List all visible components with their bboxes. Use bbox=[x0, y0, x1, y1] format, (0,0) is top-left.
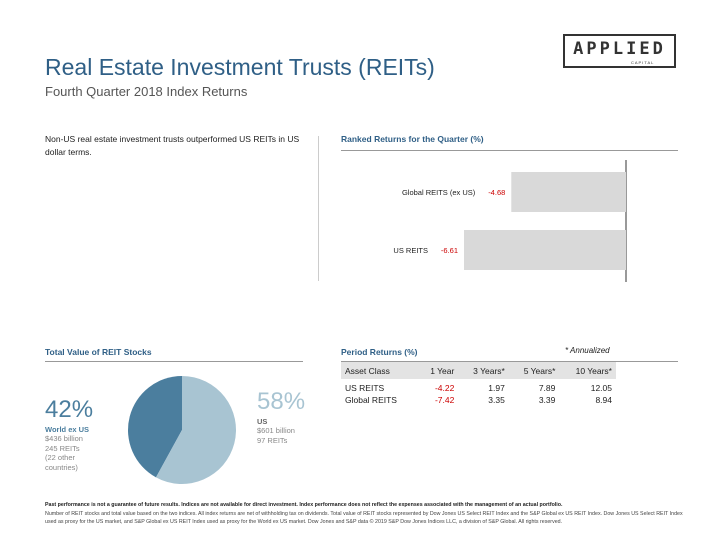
table-row: US REITS -4.22 1.97 7.89 12.05 bbox=[341, 379, 616, 394]
bar-value-label: -6.61 bbox=[441, 246, 458, 255]
bar bbox=[511, 172, 626, 212]
world-percent: 42% bbox=[45, 396, 94, 423]
us-info: $601 billion 97 REITs bbox=[257, 426, 295, 445]
logo-subtext: CAPITAL bbox=[631, 60, 655, 65]
world-label: World ex US bbox=[45, 425, 90, 434]
ranked-returns-chart: -4.68 Global REITS (ex US) -6.61 US REITS bbox=[393, 160, 627, 282]
table-cell: 3.39 bbox=[538, 395, 556, 405]
world-info-line: $436 billion bbox=[45, 434, 83, 443]
table-header-row: Asset Class 1 Year 3 Years* 5 Years* 10 … bbox=[341, 362, 616, 379]
summary-text: Non-US real estate investment trusts out… bbox=[45, 134, 300, 157]
world-info: $436 billion 245 REITs (22 other countri… bbox=[45, 434, 83, 472]
disclaimer-text: Number of REIT stocks and total value ba… bbox=[45, 511, 683, 526]
page-subtitle: Fourth Quarter 2018 Index Returns bbox=[45, 84, 248, 99]
bar bbox=[464, 230, 626, 270]
us-info-line: $601 billion bbox=[257, 426, 295, 435]
bar-value-label: -4.68 bbox=[488, 188, 505, 197]
period-returns-title: Period Returns (%) bbox=[341, 347, 418, 357]
table-cell: 1.97 bbox=[488, 383, 505, 393]
ranked-returns-title: Ranked Returns for the Quarter (%) bbox=[341, 134, 484, 144]
category-label: Global REITS (ex US) bbox=[402, 188, 476, 197]
row-label: Global REITS bbox=[345, 395, 397, 405]
period-returns-rule bbox=[341, 361, 678, 362]
world-info-line: countries) bbox=[45, 462, 78, 472]
column-header: 1 Year bbox=[417, 362, 459, 379]
applied-logo: APPLIED CAPITAL bbox=[563, 34, 676, 68]
world-info-line: (22 other bbox=[45, 453, 76, 462]
row-label: US REITS bbox=[345, 383, 385, 393]
total-value-rule bbox=[45, 361, 303, 362]
period-returns-table: Asset Class 1 Year 3 Years* 5 Years* 10 … bbox=[341, 362, 616, 406]
column-header: 10 Years* bbox=[559, 362, 616, 379]
total-value-title: Total Value of REIT Stocks bbox=[45, 347, 152, 357]
table-row: Global REITS -7.42 3.35 3.39 8.94 bbox=[341, 394, 616, 406]
table-cell: 7.89 bbox=[538, 383, 556, 393]
column-header: Asset Class bbox=[341, 362, 418, 379]
world-info-line: 245 REITs bbox=[45, 443, 80, 453]
us-label: US bbox=[257, 417, 268, 426]
ranked-returns-rule bbox=[341, 150, 678, 151]
table-cell: 3.35 bbox=[488, 395, 505, 405]
column-header: 3 Years* bbox=[458, 362, 509, 379]
disclaimer-bold: Past performance is not a guarantee of f… bbox=[45, 502, 563, 508]
category-label: US REITS bbox=[393, 246, 428, 255]
section-divider bbox=[318, 136, 319, 281]
pie-slice bbox=[127, 376, 182, 478]
table-cell: -7.42 bbox=[434, 395, 455, 405]
page-title: Real Estate Investment Trusts (REITs) bbox=[45, 54, 435, 80]
annualized-note: * Annualized bbox=[565, 346, 610, 355]
total-value-pie-chart bbox=[127, 376, 236, 484]
table-cell: 12.05 bbox=[590, 383, 612, 393]
logo-wordmark: APPLIED bbox=[573, 39, 666, 59]
us-percent: 58% bbox=[257, 388, 306, 415]
table-cell: -4.22 bbox=[434, 383, 455, 393]
table-cell: 8.94 bbox=[595, 395, 612, 405]
us-info-line: 97 REITs bbox=[257, 435, 288, 445]
pie-slice bbox=[155, 376, 236, 484]
column-header: 5 Years* bbox=[508, 362, 560, 379]
